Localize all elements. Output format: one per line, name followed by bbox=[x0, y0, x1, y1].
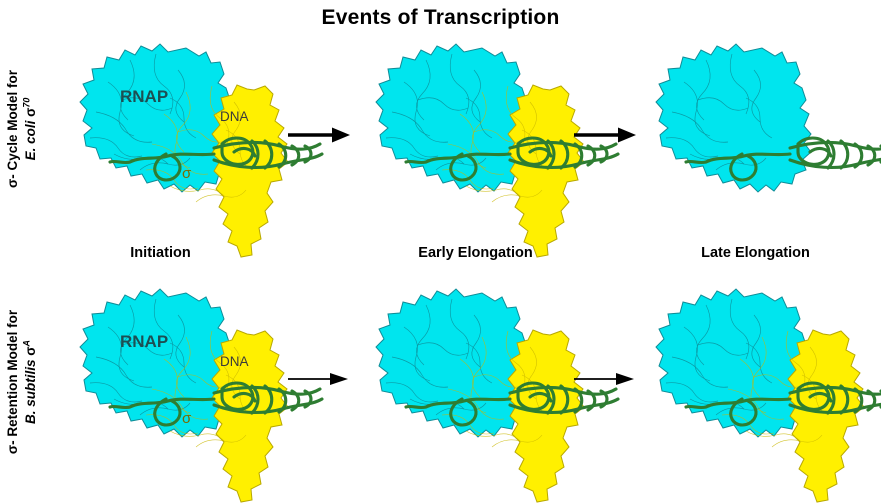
structure-panel-row1-late-elongation bbox=[648, 30, 881, 242]
right-arrow-icon bbox=[573, 370, 636, 388]
structure-panel-row2-early-elongation bbox=[368, 275, 620, 503]
row-label-line1: σ- Retention Model for bbox=[4, 309, 20, 455]
rnap-surface bbox=[375, 288, 532, 438]
structure-panel-row2-late-elongation bbox=[648, 275, 881, 503]
row-label-sigma-retention: σ- Retention Model for B. subtilis σA bbox=[5, 272, 39, 492]
stage-label-late-elongation: Late Elongation bbox=[701, 245, 810, 261]
rnap-surface bbox=[655, 43, 812, 193]
structure-panel-row2-initiation: RNAP DNA σ bbox=[72, 275, 324, 503]
row-label-line1: σ- Cycle Model for bbox=[4, 70, 20, 188]
rnap-surface bbox=[375, 43, 532, 193]
page-title: Events of Transcription bbox=[321, 6, 560, 29]
row-label-sigma-superscript: 70 bbox=[21, 97, 32, 108]
row-label-sigma-cycle: σ- Cycle Model for E. coli σ70 bbox=[5, 19, 39, 239]
right-arrow-icon bbox=[572, 125, 638, 145]
stage-label-initiation: Initiation bbox=[130, 245, 191, 261]
structure-panel-row1-initiation: RNAP DNA σ bbox=[72, 30, 324, 258]
stage-label-early-elongation: Early Elongation bbox=[418, 245, 533, 261]
rnap-surface bbox=[79, 43, 236, 193]
structure-panel-row1-early-elongation bbox=[368, 30, 620, 258]
row-label-line2: E. coli σ70 bbox=[22, 70, 40, 188]
row-label-organism: B. subtilis bbox=[23, 359, 38, 424]
row-label-organism: E. coli bbox=[23, 120, 38, 161]
right-arrow-icon bbox=[286, 125, 352, 145]
rnap-surface bbox=[655, 288, 812, 438]
row-label-sigma-symbol: σ bbox=[23, 107, 38, 117]
row-label-sigma-superscript: A bbox=[21, 340, 32, 347]
rnap-surface bbox=[79, 288, 236, 438]
right-arrow-icon bbox=[287, 370, 350, 388]
row-label-line2: B. subtilis σA bbox=[22, 310, 40, 454]
row-label-sigma-symbol: σ bbox=[23, 346, 38, 356]
